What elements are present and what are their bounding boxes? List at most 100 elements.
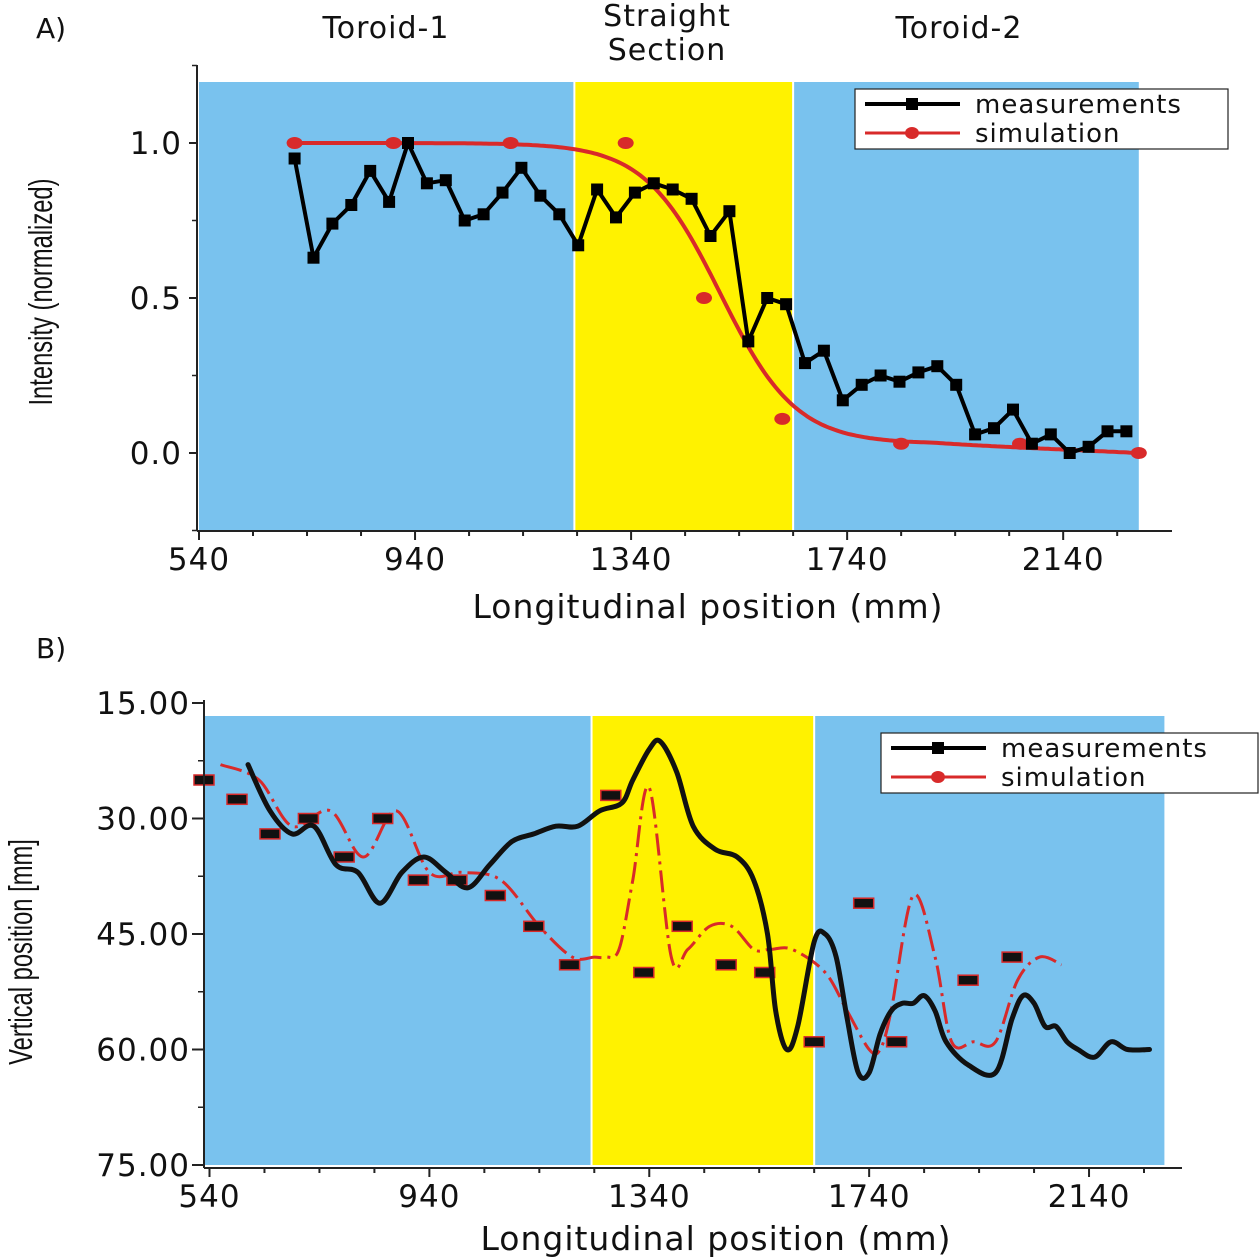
measurement-point-a — [496, 186, 509, 199]
simulation-point-a — [893, 437, 910, 450]
panel-b-y-axis-title: Vertical position [mm] — [3, 839, 40, 1065]
panel-b-simulation-series — [193, 763, 1063, 1056]
measurement-point-a — [307, 251, 320, 264]
x-tick-label-b: 940 — [398, 1179, 460, 1215]
panel-b-x-axis-title: Longitudinal position (mm) — [480, 1219, 951, 1258]
simulation-marker-b — [715, 959, 737, 971]
region-toroid-2-a — [793, 82, 1139, 531]
measurement-point-a — [912, 366, 925, 379]
measurement-point-a — [836, 394, 849, 407]
legend-marker-measurements-a — [906, 98, 918, 110]
measurement-point-a — [1007, 403, 1019, 416]
panel-a-label: A) — [36, 12, 66, 45]
simulation-point-a — [502, 137, 519, 149]
simulation-marker-b — [558, 959, 581, 971]
panel-a-legend: measurements simulation — [854, 88, 1229, 150]
measurement-point-a — [742, 335, 755, 348]
measurement-point-a — [1120, 425, 1133, 438]
simulation-marker-b — [297, 812, 320, 825]
measurement-point-a — [572, 239, 585, 252]
simulation-point-a — [1012, 437, 1028, 450]
simulation-marker-b — [633, 966, 655, 979]
measurement-point-a — [1025, 437, 1038, 450]
measurement-point-a — [553, 208, 566, 221]
simulation-point-a — [385, 137, 402, 149]
simulation-point-a — [286, 137, 303, 149]
legend-marker-measurements-b — [932, 742, 944, 754]
simulation-marker-b — [407, 874, 430, 886]
simulation-curve-b — [219, 763, 1063, 1056]
measurement-point-a — [685, 192, 698, 205]
panel-a-x-axis-title: Longitudinal position (mm) — [472, 587, 943, 626]
region-label-toroid-2: Toroid-2 — [895, 11, 1023, 46]
measurement-point-a — [364, 164, 377, 177]
panel-b-measurement-series — [245, 737, 1152, 1081]
simulation-marker-b — [1001, 951, 1023, 963]
region-label-toroid-1: Toroid-1 — [322, 11, 450, 46]
measurement-point-a — [1082, 440, 1095, 453]
region-label-straight-line-1: Straight — [603, 0, 731, 34]
x-tick-label-a: 1340 — [590, 542, 673, 578]
region-label-straight-line-2: Section — [608, 33, 726, 68]
y-tick-label-a: 0.0 — [130, 436, 182, 472]
measurement-point-a — [288, 152, 301, 165]
measurement-point-a — [345, 199, 358, 211]
simulation-marker-b — [600, 789, 622, 802]
panel-a-regions — [199, 82, 1139, 531]
measurement-point-a — [893, 375, 906, 388]
measurement-point-a — [326, 217, 339, 230]
simulation-marker-b — [671, 920, 693, 933]
measurement-point-a — [704, 230, 717, 242]
measurement-point-a — [628, 186, 641, 199]
panel-a-measurement-series — [288, 137, 1133, 459]
measurement-point-a — [420, 177, 433, 190]
measurement-point-a — [723, 205, 736, 218]
measurement-point-a — [458, 214, 471, 227]
measurement-point-a — [647, 177, 660, 190]
measurement-point-a — [780, 298, 793, 311]
y-tick-label-b: 45.00 — [96, 917, 190, 953]
measurement-point-a — [969, 428, 982, 441]
x-tick-label-b: 540 — [178, 1179, 240, 1215]
measurement-point-a — [439, 174, 452, 187]
measurement-point-a — [383, 195, 396, 208]
simulation-marker-b — [957, 974, 979, 986]
panel-a-simulation-series — [286, 137, 1147, 459]
panel-a-y-axis-title: Intensity (normalized) — [23, 178, 60, 405]
measurement-point-a — [761, 292, 774, 304]
measurement-point-a — [1101, 425, 1114, 438]
legend-marker-simulation-a — [905, 127, 919, 139]
measurement-point-a — [874, 369, 887, 382]
simulation-marker-b — [371, 812, 394, 825]
y-tick-label-b: 75.00 — [96, 1148, 190, 1184]
measurement-point-a — [666, 183, 679, 196]
measurement-point-a — [1044, 428, 1057, 441]
simulation-marker-b — [753, 966, 776, 979]
simulation-point-a — [1130, 447, 1147, 459]
measurement-point-a — [799, 357, 811, 370]
simulation-marker-b — [803, 1036, 825, 1048]
x-tick-label-a: 940 — [384, 542, 446, 578]
region-toroid-1-a — [199, 82, 575, 531]
y-tick-label-b: 15.00 — [96, 686, 190, 722]
x-tick-label-b: 1740 — [828, 1179, 911, 1215]
simulation-point-a — [774, 412, 791, 425]
measurement-point-a — [610, 211, 622, 224]
measurement-point-a — [534, 189, 547, 202]
y-tick-label-b: 30.00 — [96, 802, 190, 838]
panel-a-axes: 0.0 0.5 1.0 540 940 1340 1740 2140 — [130, 64, 1172, 578]
simulation-marker-b — [226, 793, 248, 806]
x-tick-label-a: 540 — [168, 542, 230, 578]
panel-b-legend: measurements simulation — [880, 732, 1259, 794]
legend-label-measurements-b: measurements — [1001, 734, 1208, 764]
legend-label-simulation-b: simulation — [1001, 763, 1147, 793]
legend-marker-simulation-b — [931, 771, 945, 783]
measurement-point-a — [402, 137, 414, 149]
measurement-point-a — [591, 183, 604, 196]
measurement-point-a — [855, 378, 868, 391]
simulation-marker-b — [484, 889, 507, 902]
region-straight-section-a — [574, 82, 794, 531]
panel-b-label: B) — [36, 632, 66, 665]
